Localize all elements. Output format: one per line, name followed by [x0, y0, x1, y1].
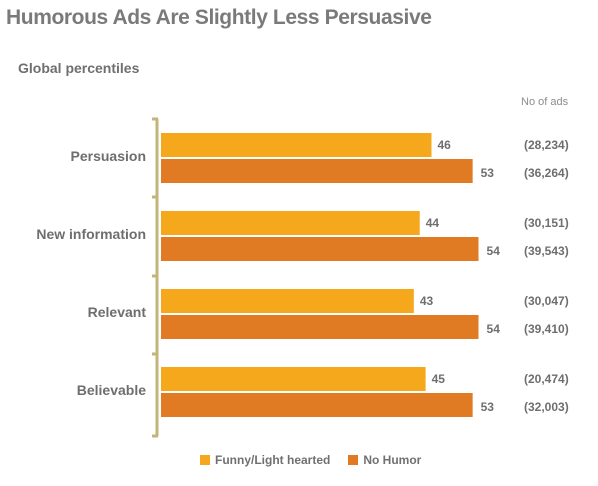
- count-column-header: No of ads: [521, 96, 569, 108]
- data-label: 45: [432, 372, 446, 386]
- ad-count-label: (39,410): [524, 322, 569, 336]
- category-label: Relevant: [88, 304, 147, 320]
- legend-item-no-humor: No Humor: [348, 453, 421, 467]
- legend-label-funny: Funny/Light hearted: [215, 453, 331, 467]
- category-label: Believable: [77, 382, 146, 398]
- bar-no-humor: [161, 393, 473, 417]
- legend-swatch-no-humor: [348, 455, 359, 465]
- chart-subtitle: Global percentiles: [18, 60, 140, 76]
- bar-no-humor: [161, 315, 479, 339]
- data-label: 44: [426, 216, 440, 230]
- data-label: 54: [487, 244, 501, 258]
- legend-label-no-humor: No Humor: [363, 453, 422, 467]
- ad-count-label: (36,264): [524, 166, 569, 180]
- ad-count-label: (39,543): [524, 244, 569, 258]
- data-label: 54: [487, 322, 501, 336]
- ad-count-label: (32,003): [524, 400, 569, 414]
- ad-count-label: (28,234): [524, 138, 569, 152]
- category-label: New information: [36, 226, 146, 242]
- legend: Funny/Light hearted No Humor: [200, 453, 439, 467]
- data-label: 46: [437, 138, 451, 152]
- bar-no-humor: [161, 159, 473, 183]
- data-label: 43: [420, 294, 434, 308]
- ad-count-label: (20,474): [524, 372, 569, 386]
- ad-count-label: (30,151): [524, 216, 569, 230]
- bar-funny: [161, 211, 420, 235]
- category-label: Persuasion: [71, 148, 146, 164]
- ad-count-label: (30,047): [524, 294, 569, 308]
- bar-funny: [161, 367, 426, 391]
- bar-no-humor: [161, 237, 479, 261]
- data-label: 53: [481, 400, 495, 414]
- chart-title: Humorous Ads Are Slightly Less Persuasiv…: [6, 6, 432, 29]
- bar-funny: [161, 289, 414, 313]
- data-label: 53: [481, 166, 495, 180]
- legend-item-funny: Funny/Light hearted: [200, 453, 330, 467]
- legend-swatch-funny: [200, 455, 210, 465]
- bar-funny: [161, 133, 432, 157]
